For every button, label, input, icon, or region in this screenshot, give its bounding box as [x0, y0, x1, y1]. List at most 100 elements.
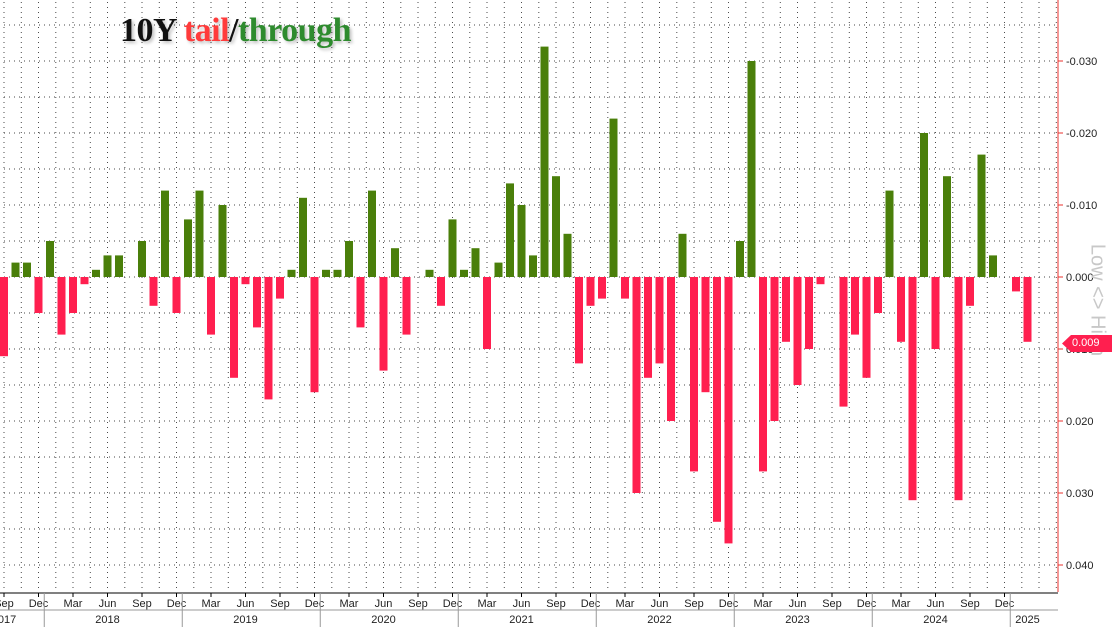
y-tick-label: -0.030	[1066, 56, 1097, 68]
y-tick-label: 0.040	[1066, 560, 1094, 572]
bar-tail	[149, 277, 158, 306]
bar-tail	[264, 277, 273, 400]
bar-tail	[483, 277, 491, 349]
bar-through	[920, 133, 928, 277]
bar-tail	[770, 277, 779, 421]
bar-through	[333, 269, 342, 277]
bar-tail	[34, 277, 43, 313]
x-month-label: Sep	[960, 598, 980, 610]
x-year-label: 2022	[647, 614, 671, 626]
x-month-label: Jun	[99, 598, 117, 610]
bar-tail	[172, 277, 181, 313]
bar-tail	[816, 277, 825, 285]
bar-tail	[241, 277, 250, 285]
bar-tail	[897, 277, 905, 342]
bar-through	[678, 233, 687, 277]
bar-through	[736, 241, 744, 277]
y-tick-label: 0.000	[1066, 272, 1094, 284]
bar-through	[471, 248, 480, 277]
x-year-label: 2025	[1015, 614, 1039, 626]
y-tick-label: 0.030	[1066, 488, 1094, 500]
y-tick-label: -0.010	[1066, 200, 1097, 212]
bar-tail	[80, 277, 89, 285]
x-year-label: 2023	[785, 614, 809, 626]
bar-through	[218, 205, 227, 277]
x-month-label: Mar	[892, 598, 911, 610]
bar-tail	[379, 277, 388, 371]
x-month-label: Sep	[408, 598, 428, 610]
x-month-label: Mar	[202, 598, 221, 610]
bar-through	[552, 176, 560, 277]
x-year-label: 2019	[233, 614, 257, 626]
bar-tail	[874, 277, 882, 313]
bar-through	[103, 255, 112, 277]
bar-through	[540, 46, 549, 277]
bar-tail	[0, 277, 8, 357]
x-month-label: Sep	[132, 598, 152, 610]
bar-through	[299, 197, 307, 277]
y-tick-label: 0.020	[1066, 416, 1094, 428]
bar-through	[115, 255, 123, 277]
bar-through	[425, 269, 434, 277]
x-month-label: Mar	[616, 598, 635, 610]
title-prefix: 10Y	[120, 12, 184, 49]
bar-through	[161, 190, 169, 277]
last-value-badge: 0.009	[1062, 335, 1112, 352]
bar-tail	[598, 277, 606, 299]
x-month-label: Mar	[340, 598, 359, 610]
x-month-label: Dec	[581, 598, 601, 610]
bar-tail	[908, 277, 917, 501]
x-month-label: Jun	[237, 598, 255, 610]
bar-tail	[701, 277, 710, 393]
bar-through	[989, 255, 997, 277]
bar-tail	[586, 277, 595, 306]
bar-tail	[690, 277, 698, 472]
bar-through	[460, 269, 468, 277]
x-month-label: Jun	[513, 598, 531, 610]
bar-tail	[793, 277, 802, 385]
bar-through	[506, 183, 514, 277]
bar-through	[563, 233, 572, 277]
x-month-label: Mar	[64, 598, 83, 610]
x-month-label: Dec	[443, 598, 463, 610]
bar-tail	[207, 277, 215, 335]
x-year-label: 2020	[371, 614, 395, 626]
title-slash: /	[229, 12, 238, 49]
bar-tail	[253, 277, 261, 328]
bar-tail	[621, 277, 629, 299]
bar-tail	[851, 277, 859, 335]
bar-tail	[644, 277, 652, 378]
bar-tail	[931, 277, 940, 349]
bar-tail	[575, 277, 583, 364]
title-through: through	[237, 12, 352, 49]
bar-tail	[69, 277, 77, 313]
bar-tail	[954, 277, 963, 501]
bar-through	[448, 219, 457, 277]
x-month-label: Jun	[789, 598, 807, 610]
bar-tail	[805, 277, 813, 349]
x-month-label: Dec	[857, 598, 877, 610]
bar-through	[885, 190, 894, 277]
y-tick-label: -0.020	[1066, 128, 1097, 140]
bar-tail	[713, 277, 721, 522]
bar-tail	[724, 277, 733, 544]
bar-series	[0, 46, 1032, 544]
bar-tail	[276, 277, 284, 299]
bar-through	[609, 118, 618, 277]
bar-through	[345, 241, 353, 277]
x-month-label: Jun	[375, 598, 393, 610]
bar-tail	[57, 277, 66, 335]
bar-through	[943, 176, 951, 277]
bar-through	[391, 248, 399, 277]
bar-through	[529, 255, 537, 277]
bar-through	[977, 154, 986, 277]
bar-through	[322, 269, 330, 277]
x-month-label: Jun	[927, 598, 945, 610]
bar-tail	[655, 277, 664, 364]
bar-through	[747, 61, 756, 277]
x-year-label: 2018	[95, 614, 119, 626]
bar-through	[11, 262, 20, 277]
x-year-label: 2017	[0, 614, 16, 626]
bar-tail	[862, 277, 871, 378]
